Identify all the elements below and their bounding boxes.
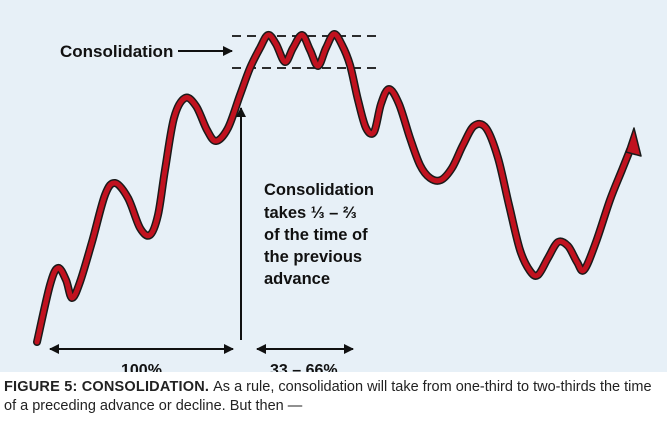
consolidation-label: Consolidation (60, 42, 173, 61)
consolidation-diagram: Consolidation Consolidation takes ⅓ – ⅔ … (33, 30, 642, 372)
advance-percent-label: 100% (121, 362, 162, 372)
price-arrowhead (625, 127, 642, 157)
consolidation-note: Consolidation takes ⅓ – ⅔ of the time of… (264, 181, 374, 288)
note-line-1: Consolidation (264, 181, 374, 199)
price-line (33, 30, 642, 346)
caption-text: As a rule, consolidation will take from … (4, 379, 652, 414)
figure-caption: FIGURE 5: CONSOLIDATION. As a rule, conso… (4, 378, 654, 416)
note-line-4: the previous (264, 248, 362, 266)
caption-heading: FIGURE 5: CONSOLIDATION. (4, 379, 210, 395)
note-line-3: of the time of (264, 226, 368, 244)
note-line-5: advance (264, 270, 330, 288)
consolidation-percent-label: 33 – 66% (270, 362, 338, 372)
note-line-2: takes ⅓ – ⅔ (264, 204, 357, 222)
